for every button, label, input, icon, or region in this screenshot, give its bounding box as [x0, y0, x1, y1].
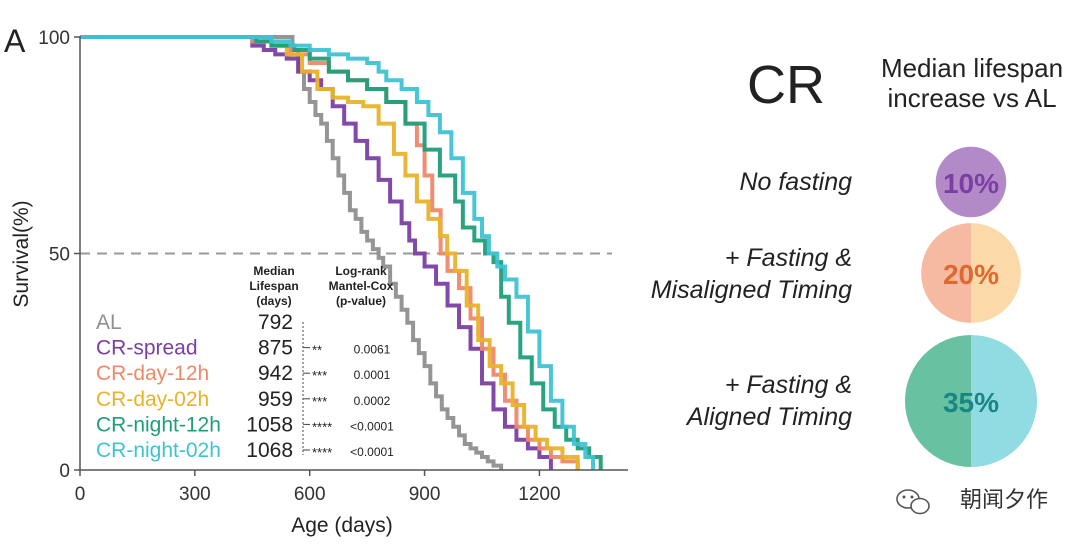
median-header-line: (days)	[256, 294, 291, 308]
legend-entry: CR-spread	[96, 337, 198, 360]
condition-label: + Fasting &	[725, 244, 852, 272]
median-header-line: Lifespan	[249, 279, 298, 293]
condition-label: No fasting	[739, 168, 852, 196]
median-value: 1058	[246, 413, 293, 436]
series-line-cr-spread	[80, 35, 553, 470]
series-line-cr-night-02h	[80, 35, 596, 470]
increase-value: 20%	[943, 259, 999, 290]
x-axis-label: Age (days)	[291, 514, 393, 537]
pie-left-half	[905, 335, 971, 467]
series-line-al	[80, 35, 504, 470]
y-tick-label: 50	[49, 245, 70, 266]
x-tick-label: 600	[294, 484, 326, 505]
increase-value: 35%	[943, 387, 999, 418]
x-tick-label: 300	[179, 484, 211, 505]
watermark-text: 朝闻夕作	[960, 487, 1048, 512]
p-value: 0.0001	[354, 368, 391, 382]
condition-label: + Fasting &	[725, 371, 852, 399]
legend-entry: CR-night-12h	[96, 413, 221, 436]
series-lines	[80, 35, 603, 470]
p-value: 0.0061	[354, 343, 391, 357]
panel-label: A	[4, 23, 26, 59]
median-value: 959	[258, 388, 293, 411]
cr-heading: CR	[747, 55, 825, 115]
logrank-header: Log-rank Mantel-Cox (p-value)	[329, 264, 394, 308]
p-value: 0.0002	[354, 394, 391, 408]
logrank-header-line: Log-rank	[335, 264, 387, 278]
watermark: 朝闻夕作	[896, 487, 1048, 515]
logrank-header-line: (p-value)	[336, 294, 386, 308]
significance-stars: ****	[312, 419, 332, 434]
median-value: 792	[258, 311, 293, 334]
significance-stars: ***	[312, 394, 327, 409]
legend-entry: AL	[96, 311, 122, 334]
pie-left-half	[921, 223, 971, 323]
pie-left-half	[935, 146, 971, 218]
pie-rows: 10% No fasting 20% + Fasting & Misaligned Ti…	[651, 146, 1037, 467]
condition-label: Aligned Timing	[685, 403, 852, 431]
logrank-header-line: Mantel-Cox	[329, 279, 394, 293]
pie-right-half	[971, 335, 1037, 467]
median-header: Median Lifespan (days)	[249, 264, 298, 308]
condition-label: Misaligned Timing	[651, 276, 852, 304]
pie-row: 20% + Fasting & Misaligned Timing	[651, 223, 1021, 323]
significance-stars: **	[312, 343, 322, 358]
pie-row: 10% No fasting	[739, 146, 1007, 218]
subheading-line: increase vs AL	[887, 83, 1056, 113]
series-line-cr-day-02h	[80, 35, 580, 470]
legend-entry: CR-night-02h	[96, 439, 221, 462]
legend-entry: CR-day-02h	[96, 388, 209, 411]
subheading-line: Median lifespan	[881, 53, 1063, 83]
axis-ticks: 0 300 600 900 1200 0 50 100	[38, 28, 560, 505]
y-axis-label: Survival(%)	[10, 200, 33, 307]
legend-table: AL 792 CR-spread 875 ** 0.0061 CR-day-12h 942 **…	[96, 311, 394, 462]
legend-entry: CR-day-12h	[96, 362, 209, 385]
median-value: 1068	[246, 439, 293, 462]
x-tick-label: 900	[409, 484, 441, 505]
significance-stars: ****	[312, 445, 332, 460]
median-value: 875	[258, 337, 293, 360]
wechat-icon	[896, 489, 930, 515]
median-value: 942	[258, 362, 293, 385]
p-value: <0.0001	[350, 419, 394, 433]
survival-chart: A 0 300 600 900 1200 0 50 100 Age (days) Surviv…	[4, 23, 628, 537]
x-tick-label: 0	[75, 484, 86, 505]
pie-right-half	[971, 146, 1007, 218]
median-header-line: Median	[253, 264, 294, 278]
p-value: <0.0001	[350, 445, 394, 459]
y-tick-label: 0	[59, 461, 70, 482]
significance-stars: ***	[312, 368, 327, 383]
pie-right-half	[971, 223, 1021, 323]
pie-row: 35% + Fasting & Aligned Timing	[685, 335, 1037, 467]
x-tick-label: 1200	[518, 484, 560, 505]
y-tick-label: 100	[38, 28, 70, 49]
increase-value: 10%	[943, 168, 999, 199]
lifespan-increase-panel: CR Median lifespan increase vs AL 10% No …	[651, 53, 1063, 467]
series-line-cr-night-12h	[80, 35, 603, 470]
